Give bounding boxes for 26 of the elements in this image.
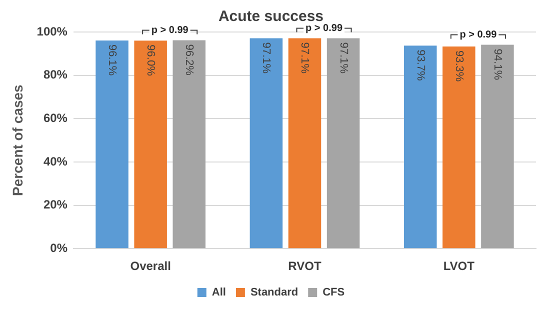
data-label: 97.1% (260, 42, 272, 74)
y-tick-label: 0% (50, 240, 68, 255)
data-label: 96.0% (144, 44, 157, 76)
x-tick-label: RVOT (288, 259, 322, 274)
data-label: 97.1% (298, 42, 311, 74)
data-label: 97.1% (337, 42, 350, 74)
data-label: 96.2% (183, 44, 196, 76)
legend-label: All (212, 286, 226, 299)
data-label: 96.1% (106, 44, 118, 76)
data-label: 93.3% (452, 50, 465, 82)
annotation: p > 0.99 (306, 23, 343, 34)
y-axis-title: Percent of cases (9, 84, 26, 196)
annotation: p > 0.99 (460, 30, 498, 41)
annotation: p > 0.99 (151, 24, 189, 36)
chart-title: Acute success (218, 8, 324, 26)
x-tick-label: Overall (130, 259, 171, 274)
y-tick-label: 80% (43, 68, 68, 82)
legend-label: Standard (250, 286, 298, 299)
data-label: 93.7% (414, 50, 426, 82)
y-tick-label: 20% (43, 198, 68, 212)
y-tick-label: 40% (43, 154, 68, 168)
legend-label: CFS (322, 286, 345, 299)
x-tick-label: LVOT (443, 259, 476, 274)
y-tick-label: 100% (36, 24, 68, 38)
y-tick-label: 60% (43, 110, 68, 125)
data-label: 94.1% (491, 48, 504, 80)
